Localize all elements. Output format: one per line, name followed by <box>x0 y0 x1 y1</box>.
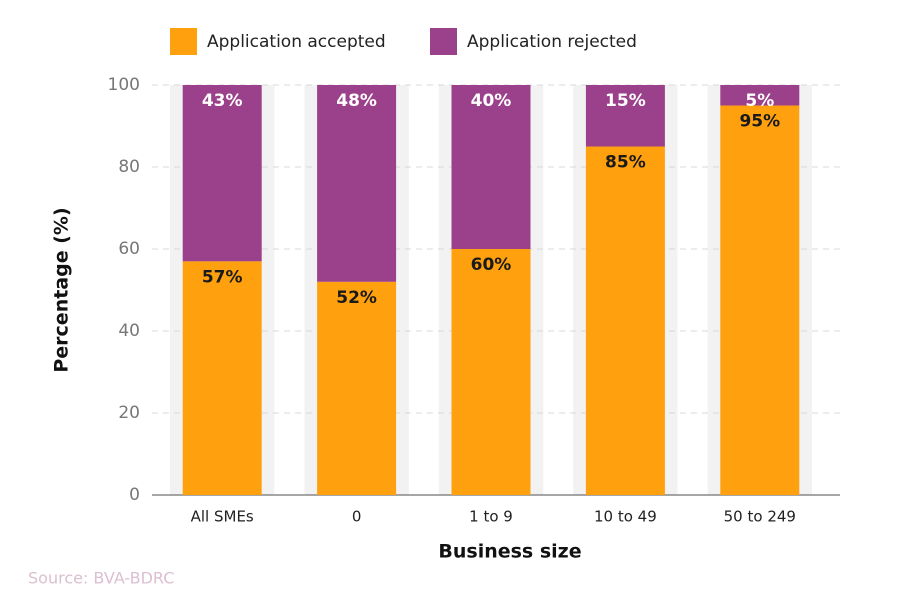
bar-segment <box>451 249 531 495</box>
legend-label: Application accepted <box>207 32 386 52</box>
source: Source: BVA-BDRC <box>28 569 174 588</box>
legend-swatch <box>430 28 457 55</box>
data-label: 85% <box>605 153 646 173</box>
y-tick-label: 0 <box>129 485 140 505</box>
data-label: 60% <box>471 255 512 275</box>
bar-segment <box>317 85 397 282</box>
bar-segment <box>585 146 665 495</box>
data-label: 43% <box>202 91 243 111</box>
y-tick-label: 100 <box>108 75 140 95</box>
x-tick-label: 50 to 249 <box>724 508 796 526</box>
data-label: 5% <box>745 91 774 111</box>
bar-segment <box>317 281 397 495</box>
bar-segment <box>182 261 262 495</box>
x-tick-label: 10 to 49 <box>594 508 657 526</box>
bar-segment <box>585 85 665 147</box>
bar-segment <box>182 85 262 262</box>
legend-label: Application rejected <box>467 32 637 52</box>
y-tick-label: 60 <box>118 239 140 259</box>
x-tick-label: 1 to 9 <box>469 508 513 526</box>
data-label: 57% <box>202 267 243 287</box>
x-tick-label: 0 <box>352 508 362 526</box>
data-label: 40% <box>471 91 512 111</box>
y-tick-label: 20 <box>118 403 140 423</box>
y-tick-label: 40 <box>118 321 140 341</box>
data-label: 48% <box>336 91 377 111</box>
x-axis-title: Business size <box>438 541 581 563</box>
data-label: 15% <box>605 91 646 111</box>
data-label: 95% <box>739 112 780 132</box>
y-axis-title: Percentage (%) <box>51 207 73 372</box>
bar-segment <box>720 85 800 106</box>
x-tick-label: All SMEs <box>191 508 254 526</box>
data-label: 52% <box>336 288 377 308</box>
bar-segment <box>451 85 531 249</box>
y-tick-label: 80 <box>118 157 140 177</box>
bar-segment <box>720 105 800 495</box>
legend-swatch <box>170 28 197 55</box>
